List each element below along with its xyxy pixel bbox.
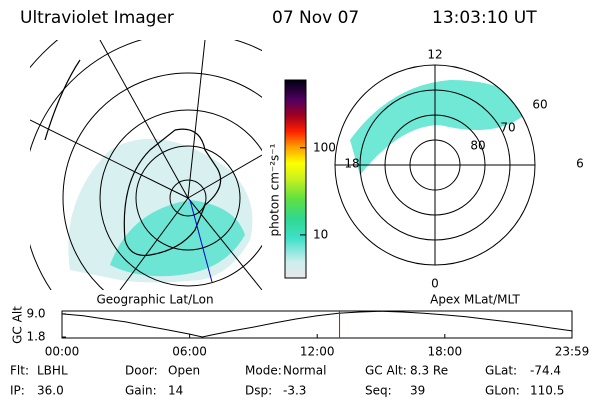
x-tick-label: 06:00 — [172, 345, 207, 359]
status-label: GC Alt: — [365, 364, 407, 378]
status-label: Seq: — [365, 384, 392, 398]
altitude-ylabel: GC Alt — [11, 306, 25, 344]
y-tick-label: 1.8 — [26, 330, 45, 344]
status-label: IP: — [10, 384, 25, 398]
colorbar-label: photon cm⁻²s⁻¹ — [268, 143, 282, 236]
right-panel-label: Apex MLat/MLT — [430, 293, 520, 307]
colorbar — [284, 79, 307, 279]
status-value: LBHL — [37, 364, 68, 378]
status-label: Mode: — [245, 364, 282, 378]
lat-label: 70 — [500, 121, 515, 135]
status-label: GLon: — [485, 384, 520, 398]
status-value: 8.3 Re — [410, 364, 448, 378]
altitude-line — [61, 310, 573, 338]
status-label: Dsp: — [245, 384, 272, 398]
left-panel-label: Geographic Lat/Lon — [96, 293, 213, 307]
time: 13:03:10 UT — [432, 8, 537, 28]
x-tick-label: 12:00 — [300, 345, 335, 359]
mlt-label: 18 — [344, 157, 359, 171]
status-label: Flt: — [10, 364, 29, 378]
colorbar-tick-label: 100 — [313, 140, 336, 154]
status-value: 110.5 — [530, 384, 564, 398]
y-tick-label: 9.0 — [26, 306, 45, 320]
colorbar-tick-label: 10 — [313, 227, 328, 241]
status-label: Gain: — [125, 384, 157, 398]
x-tick-label: 18:00 — [428, 345, 463, 359]
geographic-map — [30, 40, 262, 290]
mlt-label: 12 — [427, 48, 442, 62]
status-value: 39 — [410, 384, 425, 398]
status-label: Door: — [125, 364, 158, 378]
polar-plot — [334, 64, 536, 266]
status-value: Open — [168, 364, 200, 378]
status-value: -3.3 — [283, 384, 306, 398]
mlt-label: 0 — [431, 277, 439, 291]
status-value: 14 — [168, 384, 183, 398]
date: 07 Nov 07 — [272, 8, 359, 28]
instrument: Ultraviolet Imager — [20, 8, 174, 28]
status-value: -74.4 — [530, 364, 561, 378]
lat-label: 60 — [532, 98, 547, 112]
x-tick-label: 00:00 — [45, 345, 80, 359]
mlt-label: 6 — [576, 157, 584, 171]
status-value: Normal — [283, 364, 326, 378]
status-value: 36.0 — [37, 384, 64, 398]
status-label: GLat: — [485, 364, 517, 378]
lat-label: 80 — [470, 139, 485, 153]
x-tick-label: 23:59 — [555, 345, 590, 359]
